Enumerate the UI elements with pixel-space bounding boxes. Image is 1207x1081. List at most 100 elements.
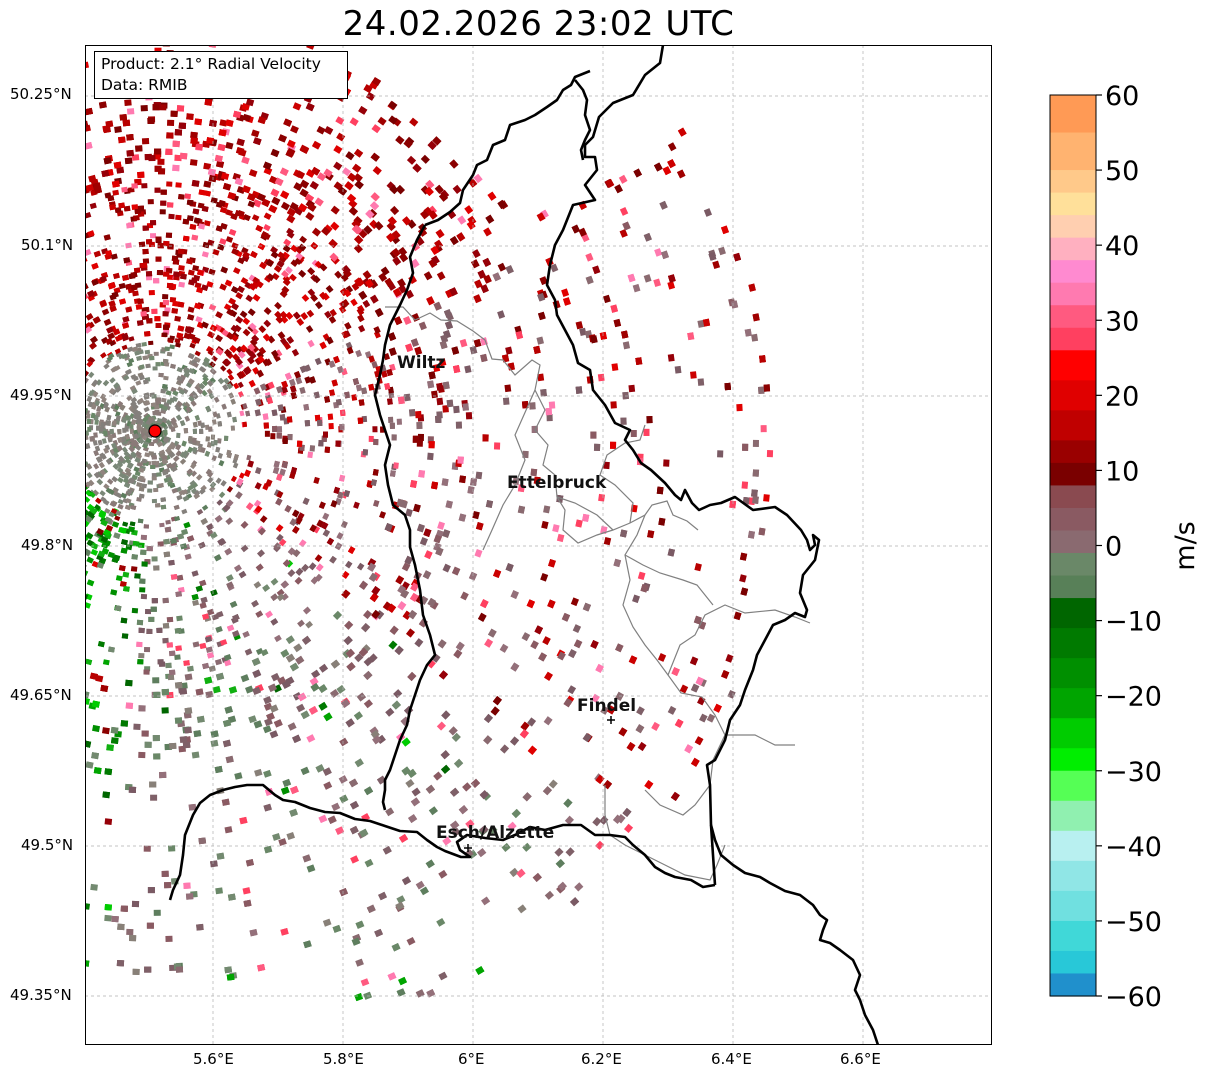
radar-velocity-bin <box>563 698 573 708</box>
radar-velocity-bin <box>183 401 191 408</box>
radar-velocity-bin <box>213 554 222 562</box>
radar-velocity-bin <box>659 200 668 210</box>
radar-velocity-bin <box>344 322 352 330</box>
radar-velocity-bin <box>161 707 169 714</box>
radar-velocity-bin <box>436 721 447 731</box>
radar-velocity-bin <box>224 279 233 287</box>
radar-velocity-bin <box>736 403 743 412</box>
radar-velocity-bin <box>262 333 271 342</box>
radar-velocity-bin <box>328 389 336 397</box>
radar-velocity-bin <box>155 362 161 367</box>
radar-velocity-bin <box>314 357 322 366</box>
radar-velocity-bin <box>85 322 92 330</box>
radar-velocity-bin <box>348 778 358 788</box>
radar-velocity-bin <box>465 819 475 829</box>
radar-velocity-bin <box>128 358 135 364</box>
radar-velocity-bin <box>156 472 162 477</box>
radar-velocity-bin <box>226 624 235 632</box>
radar-map[interactable]: Wiltz Ettelbruck Findel Esch/Alzette <box>85 45 992 1045</box>
radar-velocity-bin <box>522 842 532 852</box>
radar-velocity-bin <box>231 248 239 256</box>
radar-velocity-bin <box>190 487 198 494</box>
radar-velocity-bin <box>306 169 316 178</box>
radar-velocity-bin <box>118 136 126 144</box>
radar-velocity-bin <box>656 486 664 495</box>
radar-velocity-bin <box>242 630 250 638</box>
radar-velocity-bin <box>104 904 113 911</box>
radar-velocity-bin <box>286 139 296 148</box>
radar-velocity-bin <box>418 469 426 478</box>
radar-velocity-bin <box>183 371 190 378</box>
radar-velocity-bin <box>166 132 174 139</box>
radar-velocity-bin <box>345 285 354 294</box>
radar-velocity-bin <box>166 282 174 289</box>
radar-velocity-bin <box>163 240 170 247</box>
radar-velocity-bin <box>410 258 420 268</box>
radar-velocity-bin <box>139 587 146 593</box>
radar-velocity-bin <box>96 456 102 463</box>
radar-velocity-bin <box>245 410 251 417</box>
radar-velocity-bin <box>453 758 464 768</box>
radar-velocity-bin <box>416 523 425 533</box>
radar-velocity-bin <box>293 371 301 379</box>
radar-velocity-bin <box>637 741 647 752</box>
radar-velocity-bin <box>344 181 354 191</box>
radar-velocity-bin <box>371 361 378 369</box>
radar-velocity-bin <box>101 169 110 178</box>
radar-velocity-bin <box>141 341 147 347</box>
radar-velocity-bin <box>236 371 245 380</box>
radar-velocity-bin <box>428 258 438 268</box>
radar-velocity-bin <box>104 818 113 825</box>
radar-velocity-bin <box>211 355 218 362</box>
radar-velocity-bin <box>224 654 232 661</box>
radar-velocity-bin <box>242 317 251 326</box>
radar-velocity-bin <box>763 384 771 392</box>
radar-velocity-bin <box>262 725 272 734</box>
radar-velocity-bin <box>155 397 161 402</box>
radar-velocity-bin <box>573 639 583 649</box>
radar-velocity-bin <box>125 242 132 249</box>
radar-velocity-bin <box>316 519 324 528</box>
radar-velocity-bin <box>120 720 129 727</box>
radar-velocity-bin <box>289 273 297 282</box>
radar-velocity-bin <box>371 77 381 86</box>
map-canvas[interactable]: Wiltz Ettelbruck Findel Esch/Alzette <box>85 45 992 1045</box>
radar-velocity-bin <box>103 499 110 506</box>
radar-velocity-bin <box>257 355 265 364</box>
radar-velocity-bin <box>253 499 262 508</box>
radar-velocity-bin <box>179 152 188 160</box>
radar-velocity-bin <box>436 382 444 391</box>
radar-velocity-bin <box>155 236 162 242</box>
radar-velocity-bin <box>358 105 368 115</box>
radar-velocity-bin <box>127 461 134 468</box>
radar-velocity-bin <box>542 636 551 646</box>
radar-velocity-bin <box>122 477 130 484</box>
radar-velocity-bin <box>365 209 375 219</box>
radar-velocity-bin <box>593 443 601 451</box>
radar-velocity-bin <box>483 713 493 724</box>
radar-velocity-bin <box>245 685 254 694</box>
radar-velocity-bin <box>268 204 278 214</box>
radar-velocity-bin <box>302 854 312 863</box>
radar-velocity-bin <box>433 771 443 781</box>
radar-velocity-bin <box>619 207 629 216</box>
radar-velocity-bin <box>259 261 267 270</box>
radar-velocity-bin <box>245 98 255 107</box>
radar-velocity-bin <box>222 182 232 191</box>
radar-velocity-bin <box>273 460 280 468</box>
radar-velocity-bin <box>670 791 680 802</box>
radar-velocity-bin <box>137 171 145 179</box>
radar-velocity-bin <box>109 377 116 384</box>
radar-velocity-bin <box>363 670 373 680</box>
radar-velocity-bin <box>183 882 191 889</box>
radar-velocity-bin <box>238 570 247 579</box>
radar-velocity-bin <box>345 151 355 161</box>
radar-velocity-bin <box>268 683 277 692</box>
radar-velocity-bin <box>632 594 641 604</box>
radar-velocity-bin <box>170 426 176 433</box>
radar-velocity-bin <box>402 610 412 620</box>
radar-velocity-bin <box>388 416 394 424</box>
radar-velocity-bin <box>610 401 617 409</box>
radar-velocity-bin <box>388 640 398 650</box>
radar-velocity-bin <box>136 619 144 626</box>
